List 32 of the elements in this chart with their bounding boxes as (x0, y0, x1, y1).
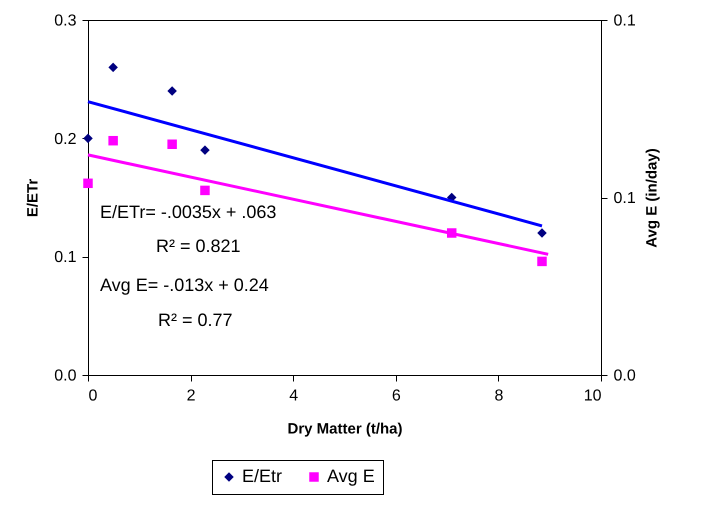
y-tick-label: 0.3 (54, 12, 77, 30)
point (108, 62, 118, 72)
legend-label: E/Etr (242, 466, 282, 486)
y2-tick-label: 0.1 (614, 12, 636, 30)
legend-label: Avg E (327, 466, 375, 486)
x-tick-label: 8 (494, 388, 504, 404)
y-tick-label: 0.2 (54, 130, 77, 148)
point (108, 136, 118, 146)
x-tick-label: 0 (88, 388, 98, 404)
point (83, 134, 93, 144)
x-tick-label: 2 (186, 388, 196, 404)
y2-axis-title: Avg E (in/day) (644, 148, 661, 248)
y-tick-label: 0.1 (54, 249, 77, 266)
point (167, 86, 177, 96)
y-axis-title: E/ETr (24, 178, 42, 218)
x-tick-label: 6 (392, 388, 401, 404)
point (537, 228, 547, 238)
point (537, 256, 547, 266)
point (200, 145, 210, 155)
annotation: E/ETr= -.0035x + .063 (100, 202, 276, 222)
y2-tick-label: 0.1 (614, 190, 636, 207)
y2-tick-label: 0.0 (614, 368, 636, 384)
point (167, 140, 177, 149)
x-axis-title: Dry Matter (t/ha) (287, 420, 403, 438)
annotation: R² = 0.77 (158, 310, 233, 330)
y-tick-label: 0.0 (54, 368, 77, 384)
annotation: R² = 0.821 (156, 236, 241, 256)
point (83, 178, 93, 188)
x-tick-label: 4 (289, 388, 298, 404)
x-tick-label: 10 (584, 388, 602, 404)
point (200, 186, 210, 196)
annotation: Avg E= -.013x + 0.24 (100, 275, 269, 295)
